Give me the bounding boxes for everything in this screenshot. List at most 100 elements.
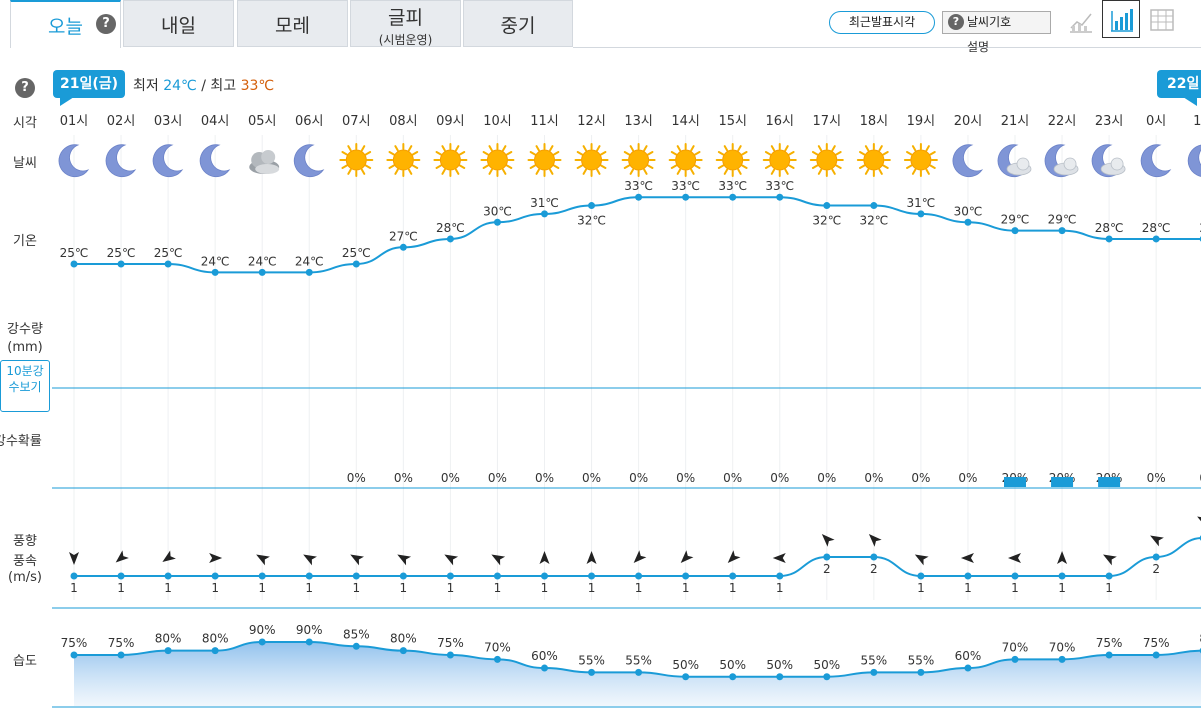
wind-speed-label: 1: [400, 581, 408, 595]
humidity-point: [164, 647, 172, 655]
moon-icon: [1140, 144, 1172, 178]
sun-ray: [690, 145, 695, 152]
wind-speed-label: 2: [870, 562, 878, 576]
wind-speed-point: [70, 572, 78, 580]
tab-baseline: [573, 47, 1201, 48]
cloud-puff: [1063, 157, 1077, 171]
sun-ray: [723, 168, 729, 175]
humidity-point: [446, 651, 454, 659]
tab-day-after[interactable]: 모레: [237, 0, 348, 47]
graph-view-icon[interactable]: [1102, 0, 1140, 38]
tab-midterm[interactable]: 중기: [463, 0, 573, 47]
wind-speed-label: 1: [776, 581, 784, 595]
sun-ray: [670, 151, 678, 156]
wind-speed-label: 1: [729, 581, 737, 595]
pop-label: 0%: [864, 471, 883, 485]
temperature-label: 29℃: [1001, 213, 1030, 227]
sun-ray: [623, 164, 631, 169]
help-icon[interactable]: ?: [96, 14, 116, 34]
sun-disc: [439, 149, 461, 171]
sun-ray: [864, 145, 870, 152]
temperature-point: [823, 202, 831, 210]
date-badge-pointer-icon: [60, 97, 74, 106]
wind-direction-icon: [633, 550, 647, 563]
sun-ray: [501, 145, 507, 152]
row-label-time: 시각: [13, 116, 37, 131]
tab-tomorrow[interactable]: 내일: [123, 0, 234, 47]
line-chart-view-icon[interactable]: [1063, 4, 1099, 40]
tab-third-day[interactable]: 글피 (시범운영): [350, 0, 461, 47]
wind-direction-icon: [960, 553, 974, 563]
humidity-point: [776, 673, 784, 681]
sun-ray: [394, 168, 399, 175]
wind-speed-label: 1: [635, 581, 643, 595]
sun-ray: [911, 168, 917, 175]
tab-tomorrow-label: 내일: [161, 15, 196, 37]
pop-label: 0%: [347, 471, 366, 485]
wind-direction-icon: [115, 550, 129, 563]
moon-icon: [105, 144, 137, 178]
next-date-pointer-icon: [1183, 97, 1197, 106]
info-help-icon[interactable]: ?: [15, 78, 35, 98]
temperature-point: [588, 202, 596, 210]
sun-ray: [770, 145, 776, 152]
sun-ray: [458, 151, 466, 156]
wind-speed-label: 1: [258, 581, 266, 595]
rain-10min-button[interactable]: 10분강수보기: [0, 360, 50, 412]
wind-direction-icon: [256, 554, 270, 566]
humidity-label: 90%: [249, 623, 276, 637]
sun-icon: [809, 143, 844, 177]
latest-release-button[interactable]: 최근발표시각: [829, 11, 935, 34]
row-label-wind-dir: 풍향: [13, 534, 37, 549]
moon-cloud-icon: [1044, 144, 1079, 178]
hour-label: 1시: [1193, 114, 1201, 129]
sun-ray: [643, 168, 648, 175]
sun-icon: [339, 143, 374, 177]
wind-speed-label: 1: [70, 581, 78, 595]
sun-ray: [784, 168, 789, 175]
sun-ray: [411, 151, 419, 156]
temperature-label: 32℃: [812, 214, 841, 228]
wind-speed-point: [1105, 572, 1113, 580]
tab-today[interactable]: 오늘 ?: [10, 0, 121, 48]
sun-ray: [582, 168, 588, 175]
sun-ray: [623, 151, 631, 156]
wind-direction-icon: [1103, 554, 1117, 566]
tab-day-after-label: 모레: [275, 15, 310, 37]
humidity-label: 85%: [343, 627, 370, 641]
temperature-label: 33℃: [671, 179, 700, 193]
wind-direction-icon: [586, 551, 597, 564]
pop-bar: [1098, 477, 1121, 487]
sun-ray: [717, 151, 725, 156]
wind-speed-point: [776, 572, 784, 580]
sun-disc: [769, 149, 791, 171]
sun-disc: [581, 149, 603, 171]
wind-speed-label: 1: [305, 581, 313, 595]
cloud-puff: [261, 150, 276, 164]
sun-ray: [858, 151, 866, 156]
sun-ray: [394, 145, 399, 152]
sun-ray: [737, 145, 742, 152]
sun-ray: [770, 168, 776, 175]
row-label-wind-unit: (m/s): [8, 570, 42, 585]
hour-label: 05시: [248, 114, 277, 129]
sun-ray: [629, 145, 635, 152]
sun-ray: [535, 168, 540, 175]
weather-symbol-legend-button[interactable]: ? 날씨기호: [942, 11, 1051, 34]
humidity-point: [352, 642, 360, 650]
temperature-label: 33℃: [765, 179, 794, 193]
sun-ray: [553, 164, 560, 169]
temperature-label: 33℃: [624, 179, 653, 193]
hour-label: 08시: [389, 114, 418, 129]
temperature-label: 27℃: [389, 229, 418, 243]
wind-direction-icon: [444, 554, 459, 566]
sun-ray: [906, 151, 913, 156]
row-label-wind-speed: 풍속: [13, 554, 37, 569]
humidity-point: [1011, 655, 1019, 663]
sun-ray: [676, 145, 682, 152]
humidity-label: 55%: [578, 653, 605, 667]
sun-ray: [929, 151, 936, 156]
table-view-icon[interactable]: [1144, 2, 1180, 38]
humidity-label: 80%: [155, 632, 182, 646]
wind-speed-point: [1152, 553, 1160, 561]
